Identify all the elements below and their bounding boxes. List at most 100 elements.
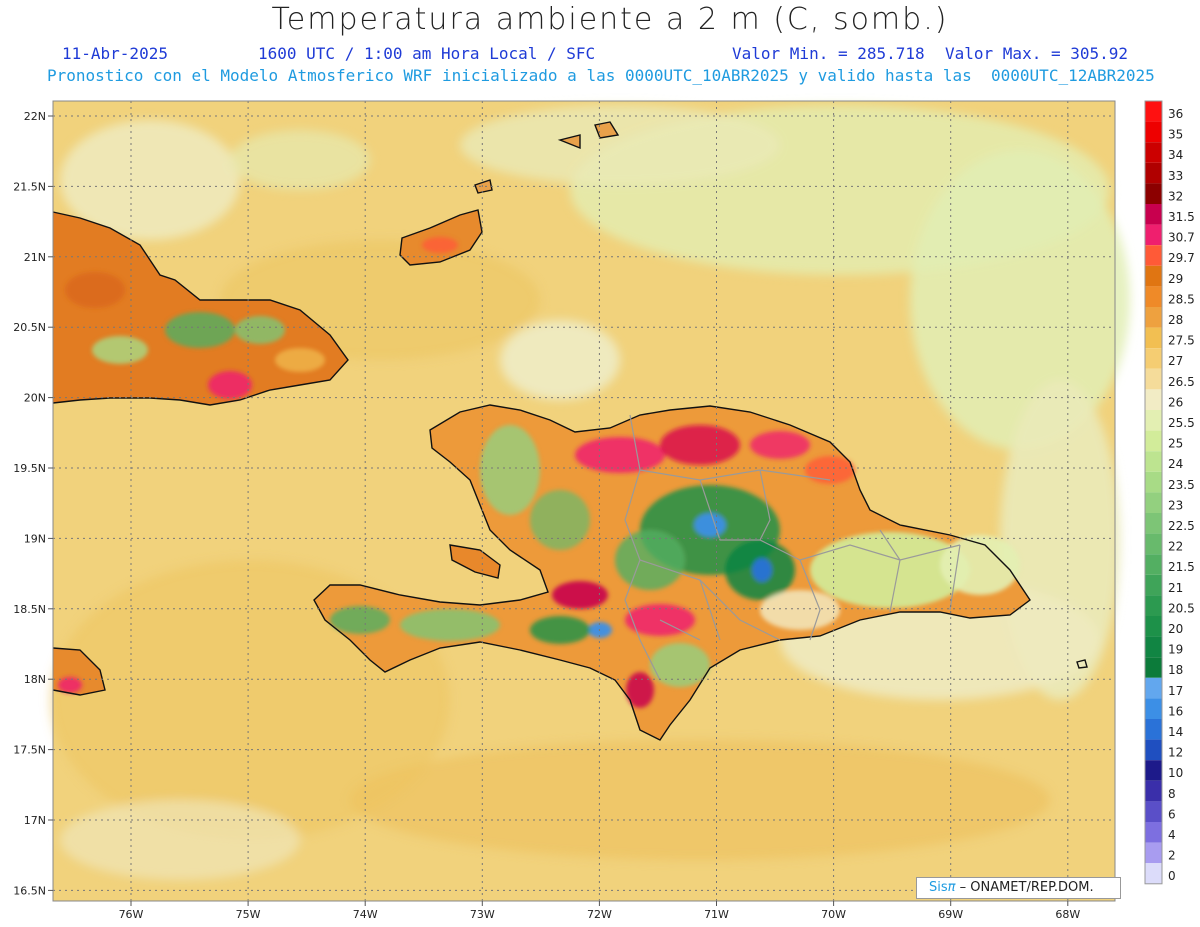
legend-label: 30.7 <box>1168 231 1195 245</box>
legend-swatch <box>1145 327 1162 349</box>
legend-swatch <box>1145 183 1162 204</box>
legend-label: 28.5 <box>1168 292 1195 306</box>
color-legend: 363534333231.530.729.72928.52827.52726.5… <box>1144 100 1195 885</box>
legend-swatch <box>1145 739 1162 761</box>
map-frame <box>52 100 1116 902</box>
legend-label: 21.5 <box>1168 560 1195 574</box>
legend-label: 16 <box>1168 704 1183 718</box>
legend-label: 2 <box>1168 849 1176 863</box>
legend-swatch <box>1145 595 1162 616</box>
brand-label: Sis <box>929 880 948 895</box>
lat-tick-label: 20N <box>24 392 46 405</box>
legend-swatch <box>1145 265 1162 287</box>
legend-label: 19 <box>1168 643 1183 657</box>
legend-swatch <box>1145 307 1162 328</box>
legend-swatch <box>1145 842 1162 864</box>
legend-label: 10 <box>1168 766 1183 780</box>
legend-swatch <box>1145 204 1162 225</box>
legend-label: 8 <box>1168 787 1176 801</box>
legend-swatch <box>1145 574 1162 596</box>
legend-swatch <box>1145 863 1162 884</box>
legend-swatch <box>1145 492 1162 513</box>
legend-swatch <box>1145 636 1162 658</box>
legend-label: 28 <box>1168 313 1183 327</box>
legend-swatch <box>1145 780 1162 802</box>
lon-tick-label: 73W <box>470 908 495 921</box>
legend-swatch <box>1145 616 1162 637</box>
lat-tick-label: 20.5N <box>13 321 46 334</box>
legend-swatch <box>1145 389 1162 410</box>
turks-caicos <box>475 122 618 193</box>
legend-label: 14 <box>1168 725 1183 739</box>
lat-tick-label: 19.5N <box>13 462 46 475</box>
legend-label: 32 <box>1168 189 1183 203</box>
lon-tick-label: 76W <box>119 908 144 921</box>
lon-tick-label: 69W <box>938 908 963 921</box>
forecast-date: 11-Abr-2025 <box>62 44 168 63</box>
max-value: Valor Max. = 305.92 <box>945 44 1129 63</box>
legend-label: 27.5 <box>1168 334 1195 348</box>
legend-swatch <box>1145 430 1162 452</box>
legend-label: 26 <box>1168 395 1183 409</box>
land-temperature-patches <box>58 237 1020 708</box>
legend-label: 31.5 <box>1168 210 1195 224</box>
lat-tick-label: 17.5N <box>13 744 46 757</box>
legend-swatch <box>1145 822 1162 843</box>
legend-swatch <box>1145 554 1162 575</box>
legend-label: 25.5 <box>1168 416 1195 430</box>
forecast-time: 1600 UTC / 1:00 am Hora Local / SFC <box>258 44 596 63</box>
credit-box: Sisπ – ONAMET/REP.DOM. <box>916 877 1121 899</box>
legend-swatch <box>1145 760 1162 781</box>
legend-swatch <box>1145 657 1162 678</box>
legend-label: 33 <box>1168 169 1183 183</box>
credit-text: – ONAMET/REP.DOM. <box>959 880 1094 895</box>
lat-tick-label: 21.5N <box>13 180 46 193</box>
lon-tick-label: 70W <box>821 908 846 921</box>
legend-swatch <box>1145 801 1162 822</box>
legend-label: 35 <box>1168 128 1183 142</box>
legend-swatch <box>1145 245 1162 266</box>
legend-swatch <box>1145 286 1162 307</box>
legend-swatch <box>1145 101 1162 122</box>
lat-tick-label: 22N <box>24 110 46 123</box>
lat-tick-label: 18N <box>24 673 46 686</box>
forecast-note: Pronostico con el Modelo Atmosferico WRF… <box>47 66 1155 85</box>
legend-swatch <box>1145 121 1162 143</box>
lon-tick-label: 75W <box>236 908 261 921</box>
lon-tick-label: 71W <box>704 908 729 921</box>
lat-tick-label: 19N <box>24 532 46 545</box>
legend-label: 17 <box>1168 684 1183 698</box>
legend-label: 22.5 <box>1168 519 1195 533</box>
legend-label: 29.7 <box>1168 251 1195 265</box>
legend-label: 27 <box>1168 354 1183 368</box>
map-title: Temperatura ambiente a 2 m (C, somb.) <box>271 2 949 37</box>
legend-label: 25 <box>1168 437 1183 451</box>
pi-symbol: π <box>947 880 956 895</box>
legend-label: 36 <box>1168 107 1183 121</box>
min-value: Valor Min. = 285.718 <box>732 44 925 63</box>
legend-label: 20 <box>1168 622 1183 636</box>
gonave-island <box>450 545 500 578</box>
lat-tick-label: 17N <box>24 814 46 827</box>
legend-label: 23.5 <box>1168 478 1195 492</box>
legend-label: 34 <box>1168 148 1183 162</box>
legend-swatch <box>1145 719 1162 740</box>
legend-swatch <box>1145 451 1162 472</box>
coastlines <box>52 121 1088 741</box>
lon-tick-label: 68W <box>1055 908 1080 921</box>
legend-label: 29 <box>1168 272 1183 286</box>
lon-tick-label: 72W <box>587 908 612 921</box>
lat-tick-label: 21N <box>24 251 46 264</box>
province-borders <box>624 414 961 681</box>
longitude-axis: 76W 75W 74W 73W 72W 71W 70W 69W 68W <box>119 901 1080 921</box>
legend-label: 23 <box>1168 498 1183 512</box>
legend-swatch <box>1145 224 1162 246</box>
legend-label: 4 <box>1168 828 1176 842</box>
legend-label: 26.5 <box>1168 375 1195 389</box>
legend-label: 21 <box>1168 581 1183 595</box>
legend-swatch <box>1145 162 1162 184</box>
lat-tick-label: 16.5N <box>13 884 46 897</box>
legend-label: 24 <box>1168 457 1183 471</box>
legend-swatch <box>1145 513 1162 534</box>
